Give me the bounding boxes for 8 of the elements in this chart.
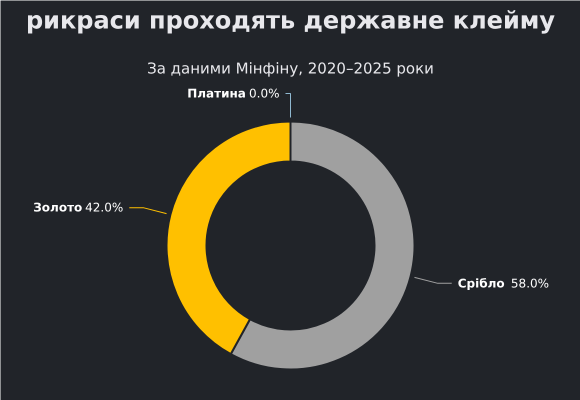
- text: 0.0%: [249, 86, 280, 100]
- slice-label: Срібло: [458, 276, 505, 290]
- slice-label: Золото: [33, 200, 82, 215]
- chart-subtitle: За даними Мінфіну, 2020–2025 роки: [147, 60, 434, 78]
- category-label: Платина: [187, 86, 246, 100]
- chart-title: рикраси проходять державне клейму: [26, 6, 556, 34]
- data-label: 58.0%: [510, 276, 550, 290]
- data-label: 42.0%: [85, 200, 124, 215]
